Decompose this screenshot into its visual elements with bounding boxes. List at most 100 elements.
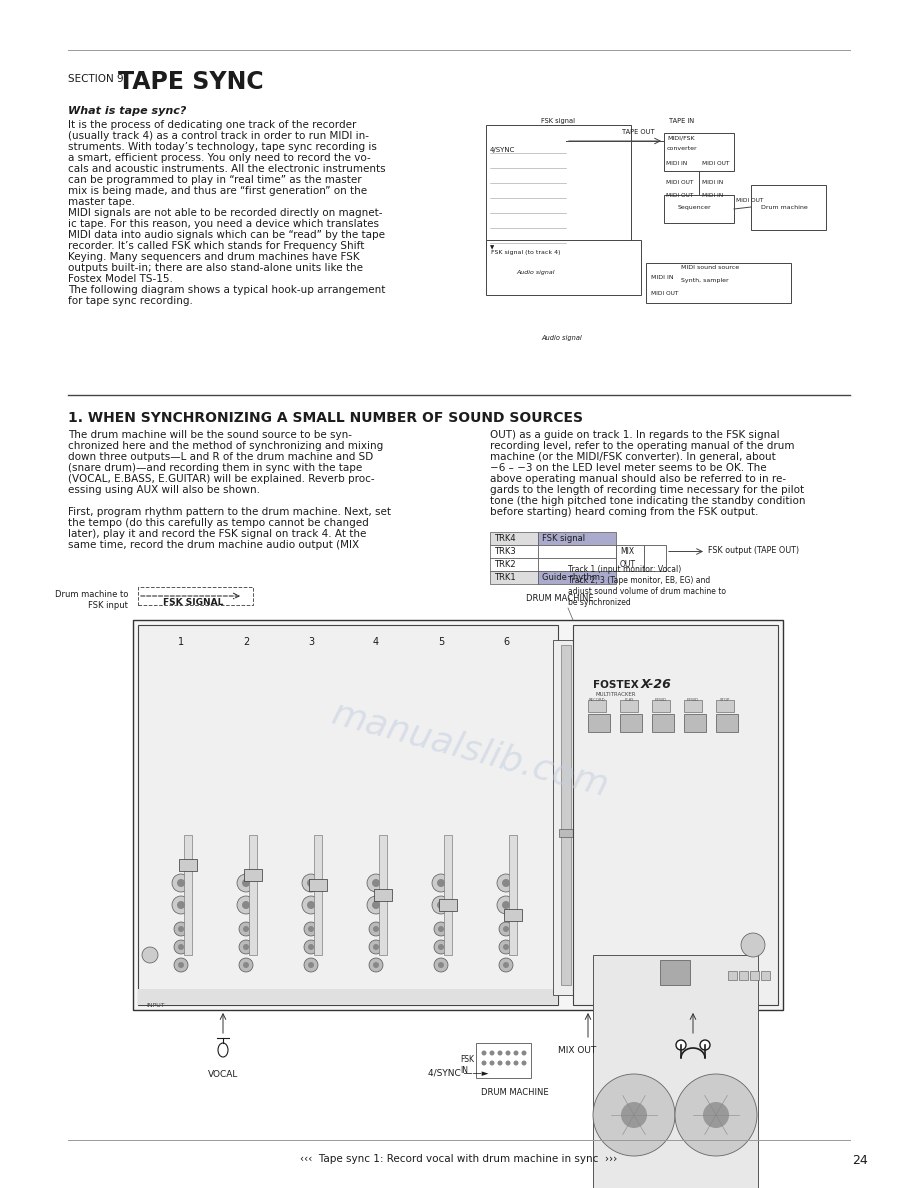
Bar	[249, 835, 257, 955]
Text: FSK signal: FSK signal	[541, 118, 575, 124]
Circle shape	[499, 940, 513, 954]
Circle shape	[242, 901, 250, 909]
Bar	[538, 558, 616, 571]
Circle shape	[499, 922, 513, 936]
Circle shape	[237, 896, 255, 914]
Text: MIDI sound source: MIDI sound source	[681, 265, 739, 270]
Text: MIDI data into audio signals which can be “read” by the tape: MIDI data into audio signals which can b…	[68, 230, 385, 240]
Bar	[538, 571, 616, 584]
Text: FOSTEX: FOSTEX	[593, 680, 639, 690]
Circle shape	[437, 879, 445, 887]
Circle shape	[498, 1050, 502, 1055]
Text: MIDI OUT: MIDI OUT	[666, 192, 693, 198]
Bar	[179, 859, 197, 871]
Bar	[561, 645, 571, 985]
Bar	[490, 545, 538, 558]
Text: struments. With today’s technology, tape sync recording is: struments. With today’s technology, tape…	[68, 143, 377, 152]
Text: 24: 24	[852, 1154, 868, 1167]
Bar	[620, 700, 638, 712]
Bar	[728, 971, 737, 980]
Text: Keying. Many sequencers and drum machines have FSK: Keying. Many sequencers and drum machine…	[68, 252, 360, 263]
Text: same time, record the drum machine audio output (MIX: same time, record the drum machine audio…	[68, 541, 359, 550]
Text: FSK signal (to track 4): FSK signal (to track 4)	[491, 249, 561, 255]
Text: MIDI/FSK: MIDI/FSK	[667, 135, 695, 141]
Text: cals and acoustic instruments. All the electronic instruments: cals and acoustic instruments. All the e…	[68, 164, 386, 173]
Bar	[588, 700, 606, 712]
Circle shape	[308, 925, 314, 933]
Text: ic tape. For this reason, you need a device which translates: ic tape. For this reason, you need a dev…	[68, 219, 379, 229]
Bar	[476, 1043, 531, 1078]
Text: MIDI signals are not able to be recorded directly on magnet-: MIDI signals are not able to be recorded…	[68, 208, 383, 219]
Text: TRK4: TRK4	[494, 533, 516, 543]
Bar	[559, 829, 573, 838]
Circle shape	[489, 1050, 495, 1055]
Circle shape	[304, 940, 318, 954]
Bar	[739, 971, 748, 980]
Text: F.FWD: F.FWD	[655, 699, 667, 702]
Text: F.FWD: F.FWD	[687, 699, 699, 702]
Text: down three outputs—L and R of the drum machine and SD: down three outputs—L and R of the drum m…	[68, 451, 374, 462]
Text: Audio signal: Audio signal	[541, 335, 582, 341]
Circle shape	[503, 944, 509, 950]
Bar	[684, 700, 702, 712]
Circle shape	[172, 896, 190, 914]
Text: the tempo (do this carefully as tempo cannot be changed: the tempo (do this carefully as tempo ca…	[68, 518, 369, 527]
Bar	[652, 700, 670, 712]
Text: 1: 1	[178, 637, 185, 647]
Bar	[716, 714, 738, 732]
Circle shape	[307, 879, 315, 887]
Text: tone (the high pitched tone indicating the standby condition: tone (the high pitched tone indicating t…	[490, 497, 805, 506]
Text: TAPE SYNC: TAPE SYNC	[118, 70, 263, 94]
Circle shape	[172, 874, 190, 892]
Bar	[374, 889, 392, 901]
Circle shape	[497, 874, 515, 892]
Bar	[490, 558, 538, 571]
Circle shape	[373, 925, 379, 933]
Text: TRK3: TRK3	[494, 546, 516, 556]
Text: X-26: X-26	[641, 678, 672, 691]
Text: converter: converter	[667, 146, 698, 151]
Text: above operating manual should also be referred to in re-: above operating manual should also be re…	[490, 474, 786, 484]
Circle shape	[372, 879, 380, 887]
Bar	[486, 125, 631, 265]
Text: The drum machine will be the sound source to be syn-: The drum machine will be the sound sourc…	[68, 430, 352, 440]
Bar	[761, 971, 770, 980]
Text: TRK2: TRK2	[494, 560, 516, 569]
Circle shape	[243, 925, 249, 933]
Circle shape	[497, 896, 515, 914]
Text: Track 1 (input monitor: Vocal): Track 1 (input monitor: Vocal)	[568, 565, 681, 574]
Circle shape	[243, 944, 249, 950]
Bar	[593, 955, 758, 1188]
Text: 6: 6	[503, 637, 509, 647]
Bar	[574, 829, 588, 838]
Bar	[538, 545, 616, 558]
Text: 5: 5	[438, 637, 444, 647]
Circle shape	[700, 1040, 710, 1050]
Circle shape	[489, 1061, 495, 1066]
Circle shape	[438, 925, 444, 933]
Circle shape	[372, 901, 380, 909]
Circle shape	[506, 1061, 510, 1066]
Circle shape	[177, 901, 185, 909]
Bar	[184, 835, 192, 955]
Circle shape	[499, 958, 513, 972]
Text: IN: IN	[460, 1066, 468, 1075]
Text: FSK input: FSK input	[88, 601, 128, 609]
Bar	[138, 625, 558, 1005]
Text: MIDI OUT: MIDI OUT	[702, 162, 730, 166]
Circle shape	[242, 879, 250, 887]
Circle shape	[174, 922, 188, 936]
Bar	[138, 988, 558, 1005]
Bar	[750, 971, 759, 980]
Circle shape	[503, 925, 509, 933]
Bar	[616, 545, 644, 571]
Circle shape	[178, 962, 184, 968]
Text: MIDI IN: MIDI IN	[651, 274, 674, 280]
Circle shape	[308, 962, 314, 968]
Bar	[664, 133, 734, 171]
Bar	[591, 645, 601, 985]
Bar	[439, 899, 457, 911]
Text: INPUT: INPUT	[146, 1003, 164, 1007]
Bar	[486, 240, 641, 295]
Circle shape	[438, 944, 444, 950]
